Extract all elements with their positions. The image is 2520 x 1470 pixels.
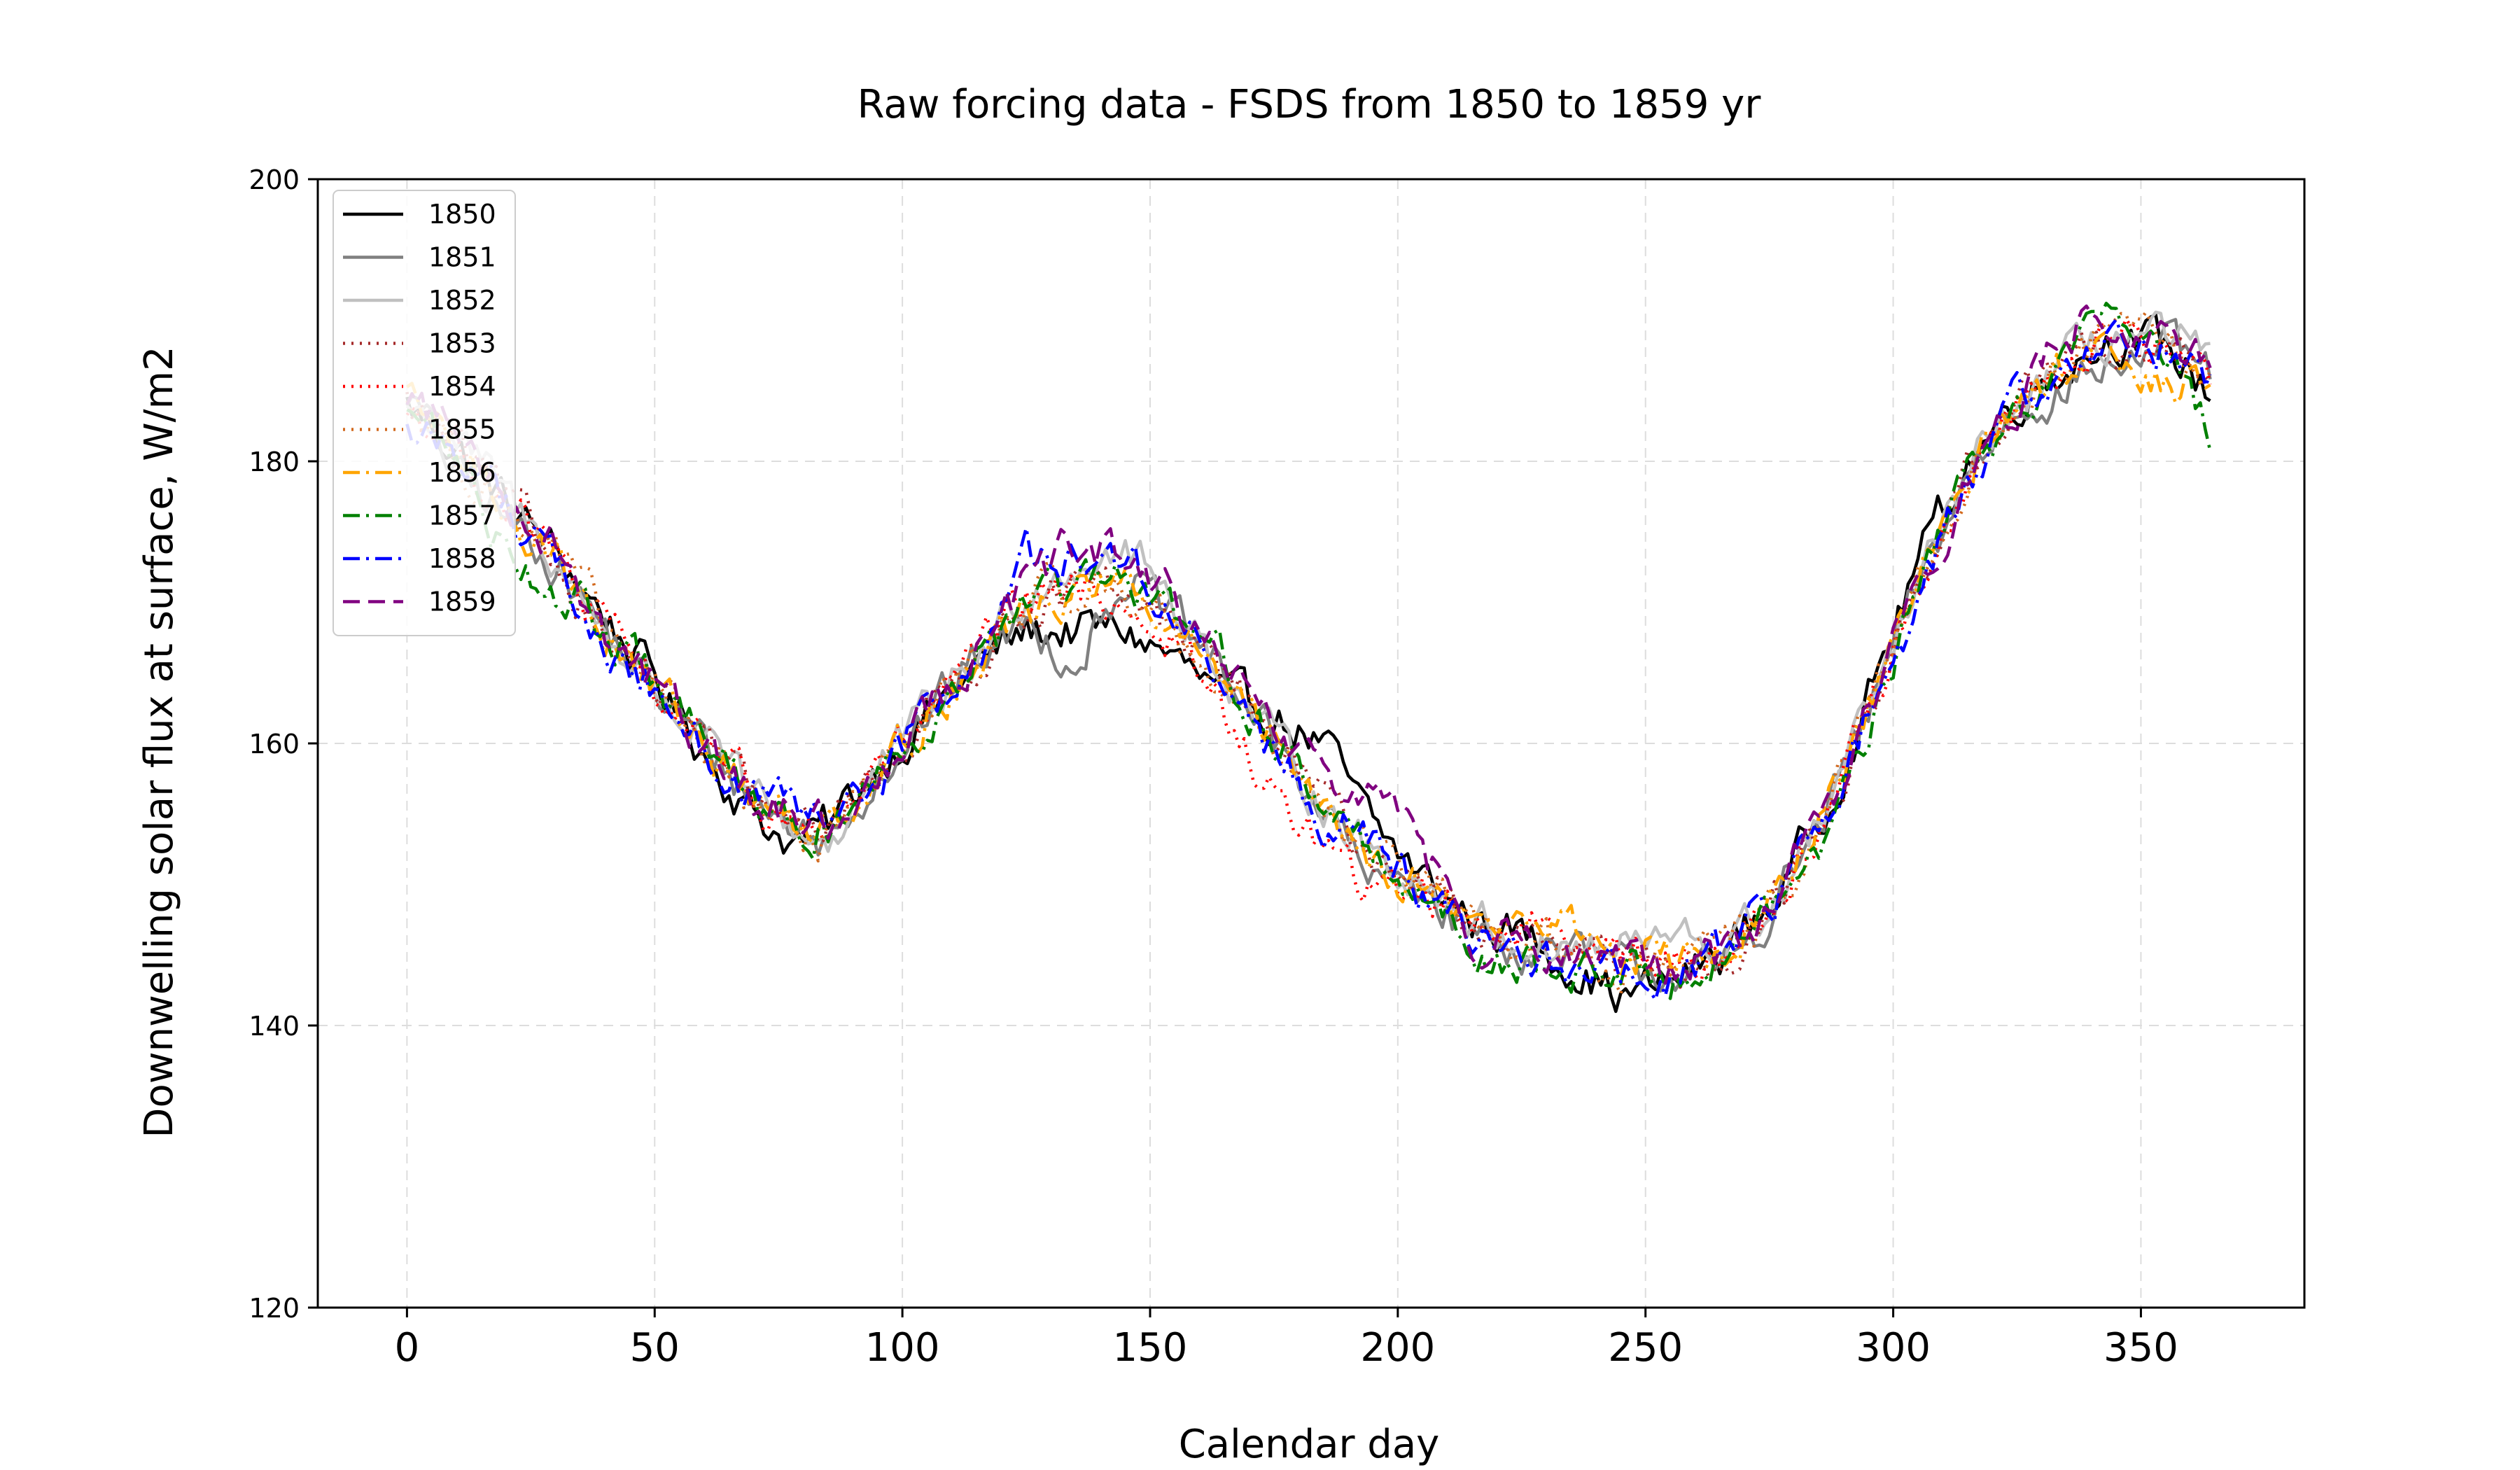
y-tick-label-180: 180 xyxy=(248,447,300,477)
legend: 1850 1851 1852 1853 1854 1855 1856 1857 1858 1859 xyxy=(332,190,516,636)
legend-label-1855: 1855 xyxy=(428,414,496,445)
legend-label-1854: 1854 xyxy=(428,371,496,402)
legend-label-1853: 1853 xyxy=(428,328,496,359)
x-tick-label-100: 100 xyxy=(865,1325,940,1371)
legend-label-1852: 1852 xyxy=(428,285,496,316)
series-line-1858 xyxy=(405,318,2212,1002)
legend-label-1856: 1856 xyxy=(428,457,496,488)
legend-label-1851: 1851 xyxy=(428,242,496,273)
x-tick-label-350: 350 xyxy=(2104,1325,2178,1371)
legend-label-1859: 1859 xyxy=(428,587,496,617)
chart-title: Raw forcing data - FSDS from 1850 to 185… xyxy=(858,82,1762,127)
series-layer xyxy=(405,302,2212,1014)
x-tick-label-300: 300 xyxy=(1856,1325,1931,1371)
x-tick-label-150: 150 xyxy=(1113,1325,1188,1371)
legend-items: 1850 1851 1852 1853 1854 1855 1856 1857 1858 1859 xyxy=(343,199,496,617)
legend-label-1850: 1850 xyxy=(428,199,496,230)
y-tick-label-160: 160 xyxy=(248,729,300,760)
y-axis-ticks: 120 140 160 180 200 xyxy=(248,164,318,1324)
x-axis-label: Calendar day xyxy=(1179,1422,1440,1467)
series-line-1857 xyxy=(406,302,2212,1000)
legend-label-1857: 1857 xyxy=(428,500,496,531)
x-tick-label-0: 0 xyxy=(395,1325,420,1371)
y-tick-label-200: 200 xyxy=(248,164,300,195)
x-tick-label-200: 200 xyxy=(1360,1325,1435,1371)
x-axis-ticks: 0 50 100 150 200 250 300 350 xyxy=(395,1308,2178,1371)
x-tick-label-250: 250 xyxy=(1608,1325,1683,1371)
y-axis-label: Downwelling solar flux at surface, W/m2 xyxy=(136,346,182,1138)
y-tick-label-140: 140 xyxy=(248,1011,300,1042)
legend-label-1858: 1858 xyxy=(428,543,496,574)
y-tick-label-120: 120 xyxy=(248,1293,300,1324)
x-tick-label-50: 50 xyxy=(630,1325,680,1371)
series-line-1859 xyxy=(405,304,2212,985)
